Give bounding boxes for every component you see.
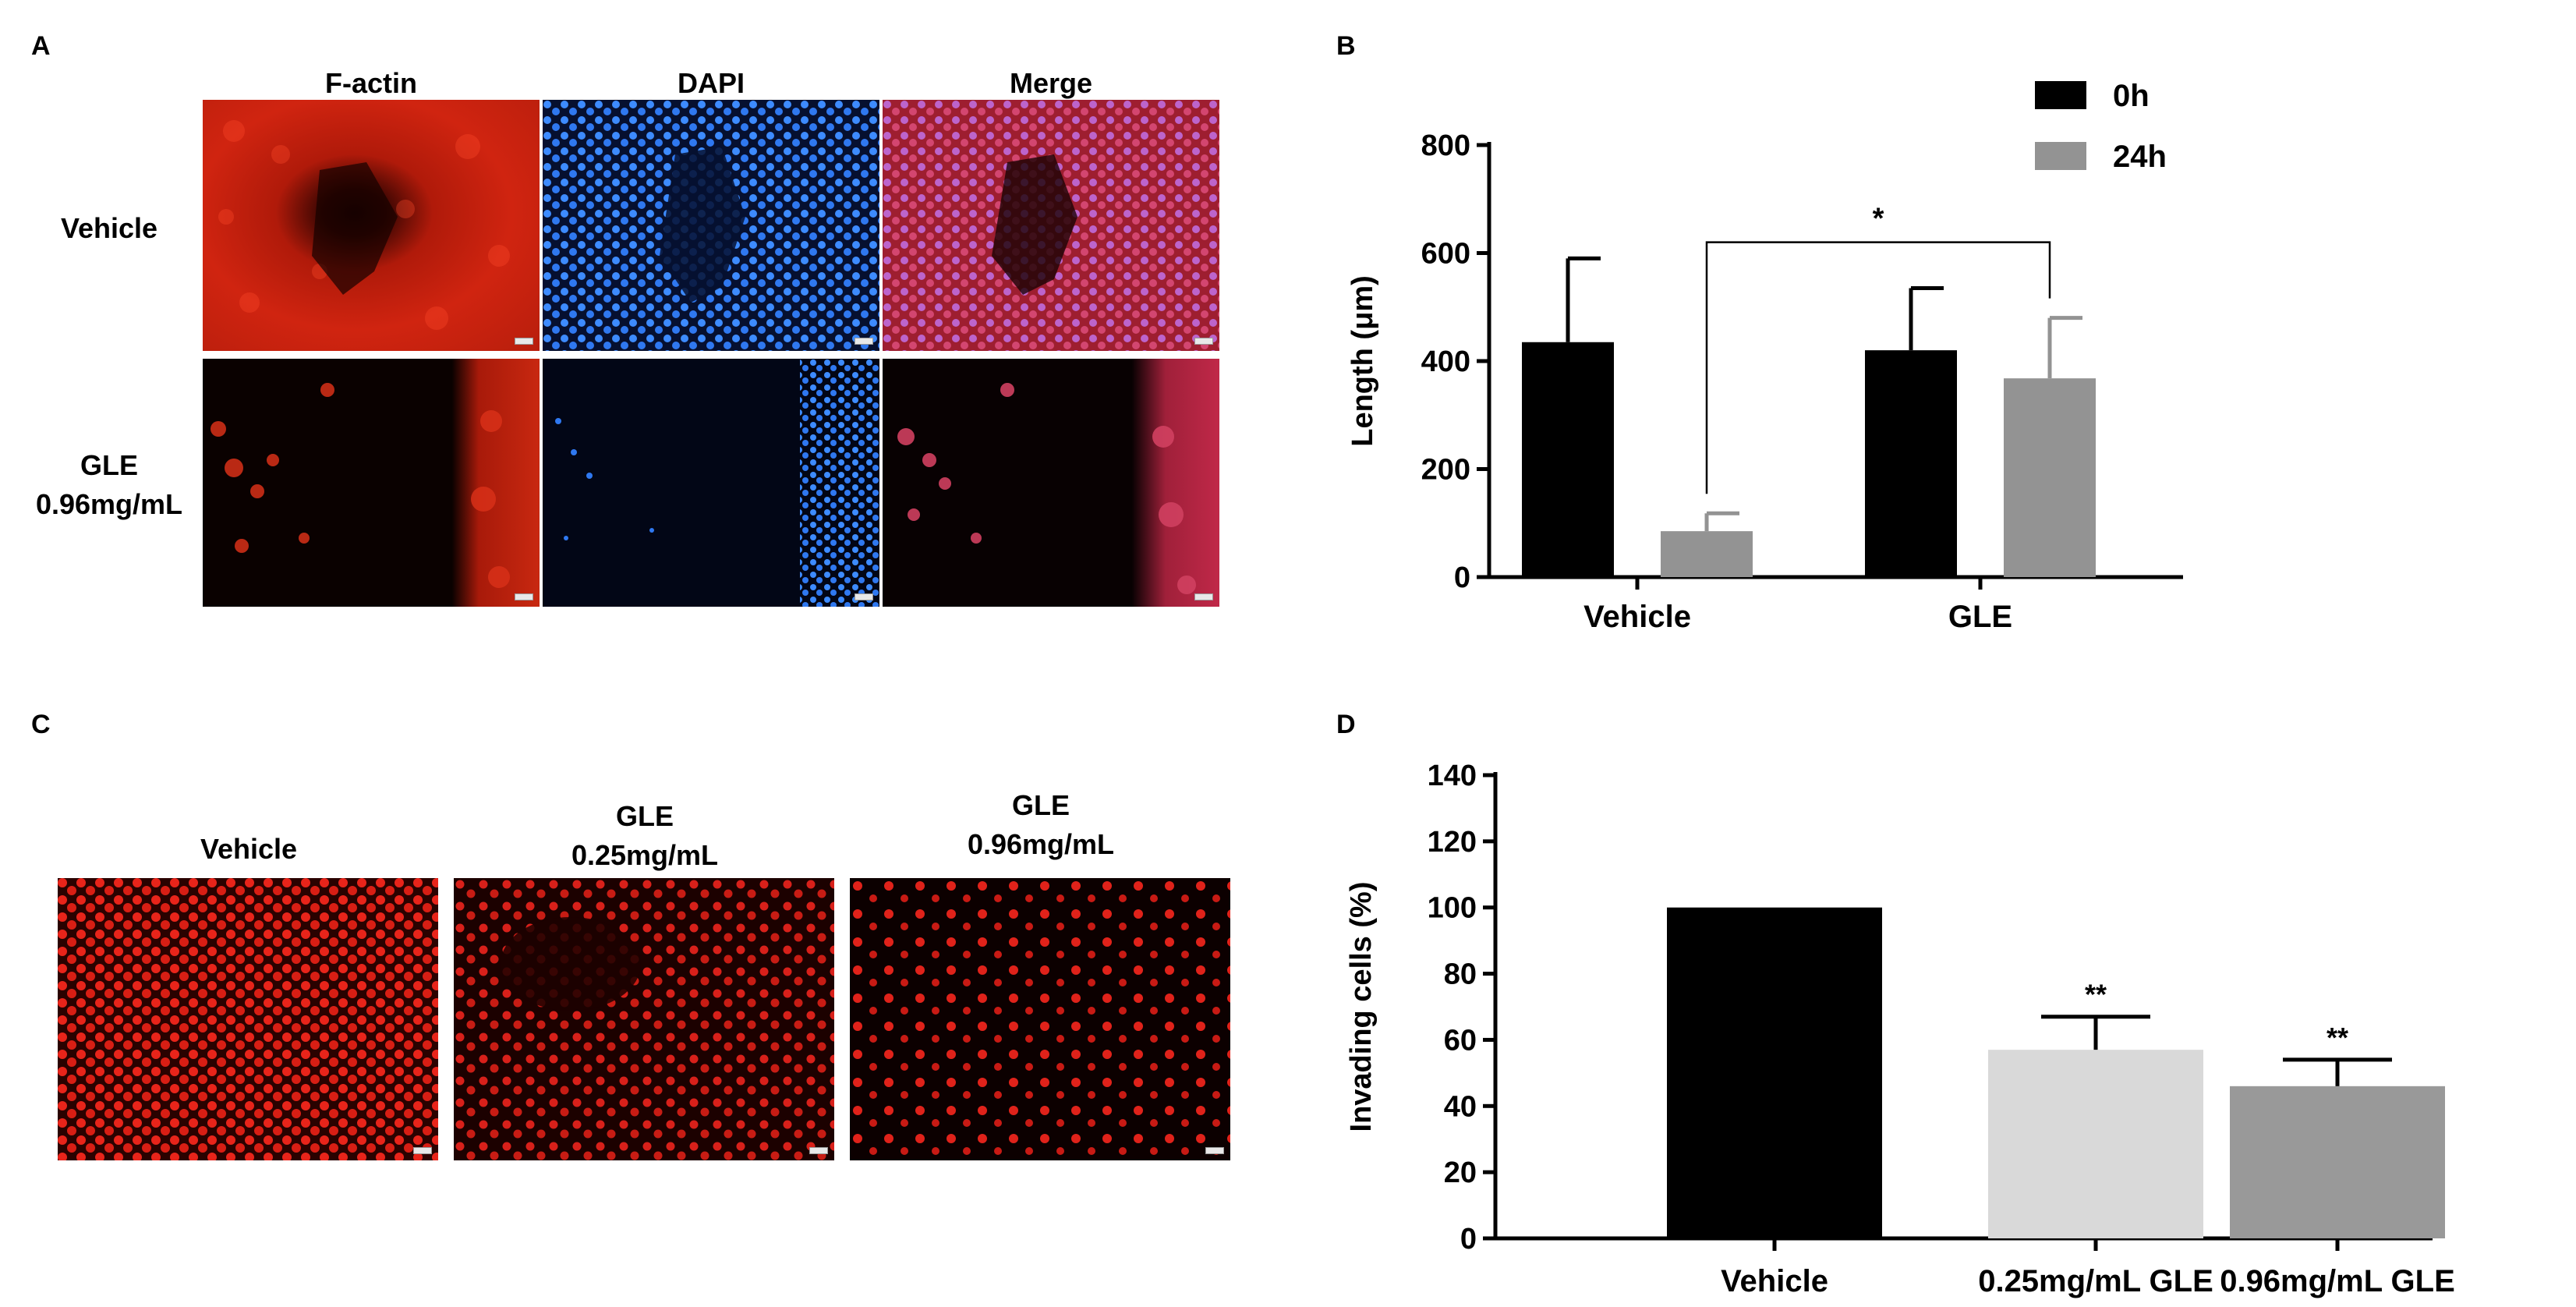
significance-stars: ** [2085, 979, 2107, 1011]
column-label-gle-025: GLE 0.25mg/mL [454, 797, 836, 875]
scale-bar [855, 338, 873, 345]
column-label-line: 0.25mg/mL [571, 839, 719, 871]
micrograph-dapi-vehicle [543, 100, 879, 351]
significance-star: * [1873, 203, 1884, 236]
panel-letter-b: B [1336, 31, 1356, 61]
nuclei-dots [555, 359, 879, 607]
column-label-line: 0.96mg/mL [967, 828, 1115, 860]
column-label-vehicle: Vehicle [58, 830, 440, 869]
micrograph-invasion-vehicle [58, 878, 438, 1160]
x-tick-label: Vehicle [1583, 600, 1691, 634]
x-tick-label: 0.96mg/mL GLE [2220, 1264, 2455, 1298]
row-label-line: GLE [80, 449, 138, 481]
legend-swatch-0h [2035, 81, 2086, 109]
chart-d-invading-cells: Invading cells (%) 0 20 40 60 80 100 120 140 Ve… [1345, 760, 2455, 1298]
merge-texture [897, 383, 1196, 594]
merge-texture [883, 100, 1219, 351]
y-tick-label: 800 [1421, 129, 1470, 162]
scale-bar [855, 593, 873, 600]
legend-label-24h: 24h [2113, 140, 2167, 174]
column-header-dapi: DAPI [677, 67, 745, 99]
micrograph-merge-vehicle [883, 100, 1219, 351]
row-label-gle-096: GLE 0.96mg/mL [16, 446, 203, 524]
legend-swatch-24h [2035, 142, 2086, 170]
x-tick-label: 0.25mg/mL GLE [1978, 1264, 2213, 1298]
bar-2 [1988, 1050, 2203, 1238]
row-label-vehicle: Vehicle [23, 209, 195, 248]
legend-label-0h: 0h [2113, 79, 2150, 113]
micrograph-merge-gle [883, 359, 1219, 607]
panel-letter-c: C [31, 710, 51, 739]
cell-dots [850, 878, 1230, 1160]
column-label-line: GLE [1011, 789, 1070, 821]
nuclei-dots [543, 100, 879, 351]
row-label-line: Vehicle [60, 212, 158, 244]
y-tick-label: 400 [1421, 345, 1470, 378]
bar-0h-vehicle [1522, 342, 1614, 577]
micrograph-factin-vehicle [203, 100, 540, 351]
significance-bracket [1705, 241, 2051, 494]
y-axis-label: Length (μm) [1346, 275, 1379, 447]
cell-dots [454, 878, 834, 1160]
x-tick-label: Vehicle [1721, 1264, 1828, 1298]
y-tick-label: 200 [1421, 454, 1470, 487]
y-tick-label: 80 [1444, 958, 1477, 991]
micrograph-dapi-gle [543, 359, 879, 607]
y-tick-label: 140 [1428, 760, 1477, 792]
cell-texture [211, 383, 510, 588]
y-tick-label: 120 [1428, 826, 1477, 859]
scale-bar [1194, 338, 1213, 345]
scale-bar [1205, 1147, 1224, 1154]
scale-bar [1194, 593, 1213, 600]
panel-letter-a: A [31, 31, 51, 61]
y-axis-label: Invading cells (%) [1345, 882, 1378, 1132]
bar-0h-gle [1865, 350, 1957, 577]
scale-bar [413, 1147, 432, 1154]
row-label-line: 0.96mg/mL [35, 488, 183, 520]
y-tick-label: 600 [1421, 238, 1470, 271]
chart-b-length: Length (μm) 0 200 400 600 800 Vehicle GLE * 0… [1346, 79, 2183, 634]
cell-texture [218, 120, 510, 330]
y-tick-label: 100 [1428, 892, 1477, 925]
scale-bar [515, 338, 533, 345]
scale-bar [809, 1147, 828, 1154]
column-label-line: GLE [615, 800, 674, 832]
scale-bar [515, 593, 533, 600]
y-tick-label: 40 [1444, 1090, 1477, 1123]
micrograph-factin-gle [203, 359, 540, 607]
panel-letter-d: D [1336, 710, 1356, 739]
bar-3 [2230, 1086, 2445, 1238]
bar-1 [1667, 907, 1882, 1238]
bar-24h-vehicle [1661, 531, 1753, 577]
y-tick-label: 60 [1444, 1024, 1477, 1057]
column-header-merge: Merge [1009, 67, 1093, 99]
x-tick-label: GLE [1948, 600, 2012, 634]
column-label-line: Vehicle [200, 833, 298, 865]
y-tick-label: 0 [1454, 561, 1470, 594]
micrograph-invasion-gle-025 [454, 878, 834, 1160]
bar-24h-gle [2004, 378, 2096, 577]
column-label-gle-096: GLE 0.96mg/mL [850, 786, 1232, 864]
y-tick-label: 20 [1444, 1156, 1477, 1189]
y-tick-label: 0 [1460, 1223, 1477, 1256]
significance-stars: ** [2327, 1022, 2348, 1054]
column-header-factin: F-actin [324, 67, 417, 99]
micrograph-invasion-gle-096 [850, 878, 1230, 1160]
cell-dots [58, 878, 438, 1160]
